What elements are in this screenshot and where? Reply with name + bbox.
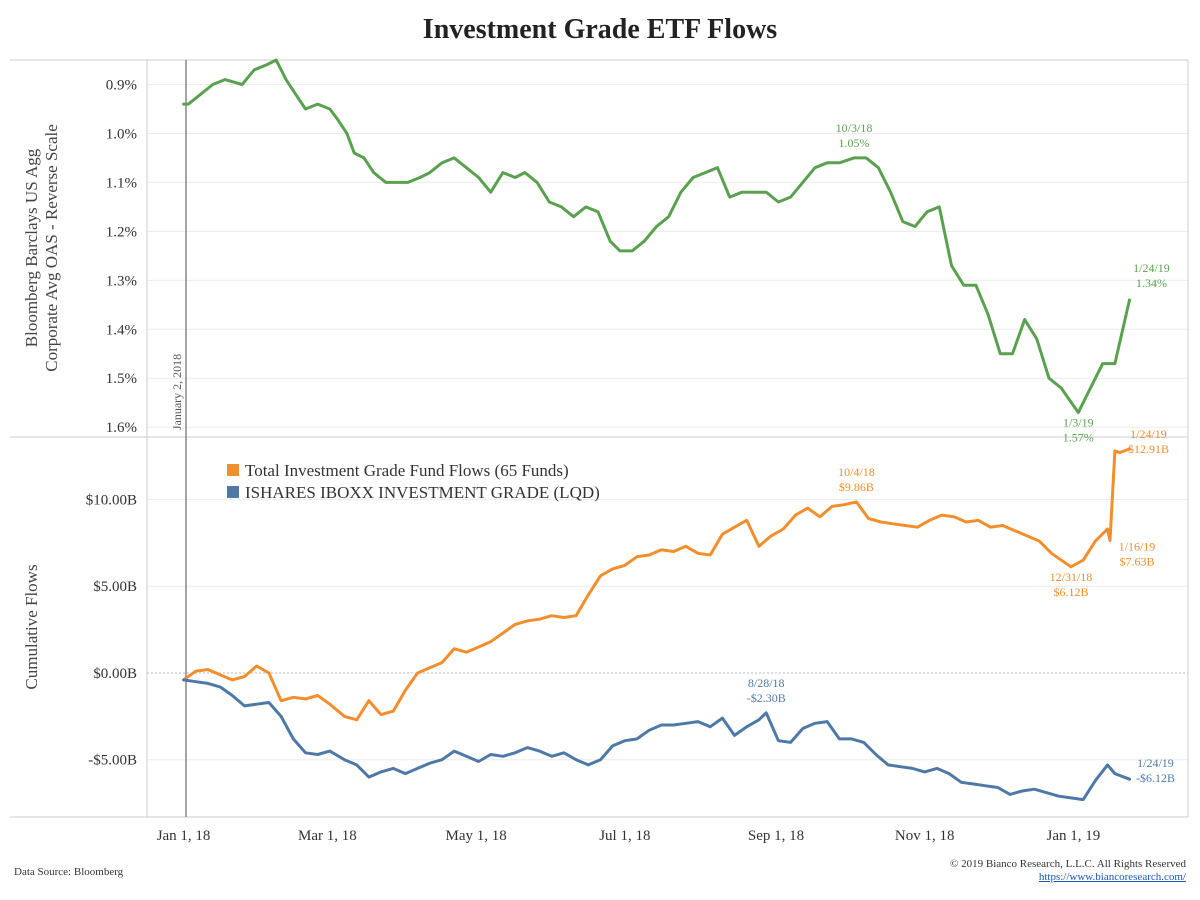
bottom-y-tick-label: $0.00B: [93, 666, 137, 682]
top-y-tick-label: 0.9%: [106, 77, 137, 93]
x-tick-label: Mar 1, 18: [298, 828, 357, 844]
annotation-value: 1.05%: [839, 136, 870, 150]
top-y-tick-label: 1.0%: [106, 126, 137, 142]
annotation-date: 10/4/18: [838, 465, 875, 479]
annotation-value: 1.57%: [1063, 431, 1094, 445]
x-tick-label: Sep 1, 18: [748, 828, 804, 844]
annotation-date: 1/24/19: [1133, 261, 1170, 275]
top-y-tick-label: 1.1%: [106, 175, 137, 191]
x-tick-label: May 1, 18: [445, 828, 506, 844]
top-y-tick-label: 1.6%: [106, 420, 137, 436]
annotation-date: 1/16/19: [1119, 540, 1156, 554]
bottom-y-tick-label: -$5.00B: [88, 753, 137, 769]
series-line-total_flows: [182, 447, 1131, 722]
annotation-value: $7.63B: [1119, 555, 1154, 569]
annotation-value: $6.12B: [1053, 585, 1088, 599]
annotation-date: 1/3/19: [1063, 416, 1094, 430]
copyright-text: © 2019 Bianco Research, L.L.C. All Right…: [950, 858, 1186, 870]
footer-credits: © 2019 Bianco Research, L.L.C. All Right…: [950, 858, 1186, 884]
legend-swatch-total_flows: [227, 464, 239, 476]
annotation-value: -$2.30B: [747, 691, 786, 705]
bottom-y-tick-label: $5.00B: [93, 579, 137, 595]
top-y-tick-label: 1.3%: [106, 273, 137, 289]
annotation-date: 8/28/18: [748, 676, 785, 690]
annotation-date: 1/24/19: [1137, 756, 1174, 770]
legend-label-lqd: ISHARES IBOXX INVESTMENT GRADE (LQD): [245, 483, 600, 502]
annotation-date: 12/31/18: [1050, 570, 1093, 584]
top-y-tick-label: 1.2%: [106, 224, 137, 240]
top-y-axis-title-line2: Corporate Avg OAS - Reverse Scale: [42, 124, 61, 372]
series-line-oas: [182, 58, 1131, 414]
legend-swatch-lqd: [227, 486, 239, 498]
website-link[interactable]: https://www.biancoresearch.com/: [1038, 871, 1186, 883]
top-y-axis-title-line1: Bloomberg Barclays US Agg: [22, 148, 41, 347]
series-line-lqd: [182, 678, 1131, 802]
annotation-date: 10/3/18: [836, 121, 873, 135]
annotation-value: $12.91B: [1128, 442, 1169, 456]
chart-title: Investment Grade ETF Flows: [422, 14, 778, 45]
annotation-value: -$6.12B: [1136, 771, 1175, 785]
annotation-date: 1/24/19: [1130, 427, 1167, 441]
x-tick-label: Jan 1, 19: [1047, 828, 1101, 844]
data-source-note: Data Source: Bloomberg: [14, 866, 124, 878]
reference-line-label: January 2, 2018: [170, 354, 184, 430]
x-tick-label: Jan 1, 18: [157, 828, 211, 844]
x-tick-label: Jul 1, 18: [599, 828, 650, 844]
top-y-tick-label: 1.4%: [106, 322, 137, 338]
annotation-value: $9.86B: [839, 480, 874, 494]
legend-label-total_flows: Total Investment Grade Fund Flows (65 Fu…: [245, 461, 569, 480]
x-tick-label: Nov 1, 18: [895, 828, 955, 844]
top-y-tick-label: 1.5%: [106, 371, 137, 387]
bottom-y-tick-label: $10.00B: [86, 492, 137, 508]
annotation-value: 1.34%: [1136, 276, 1167, 290]
bottom-y-axis-title: Cumulative Flows: [22, 564, 41, 689]
